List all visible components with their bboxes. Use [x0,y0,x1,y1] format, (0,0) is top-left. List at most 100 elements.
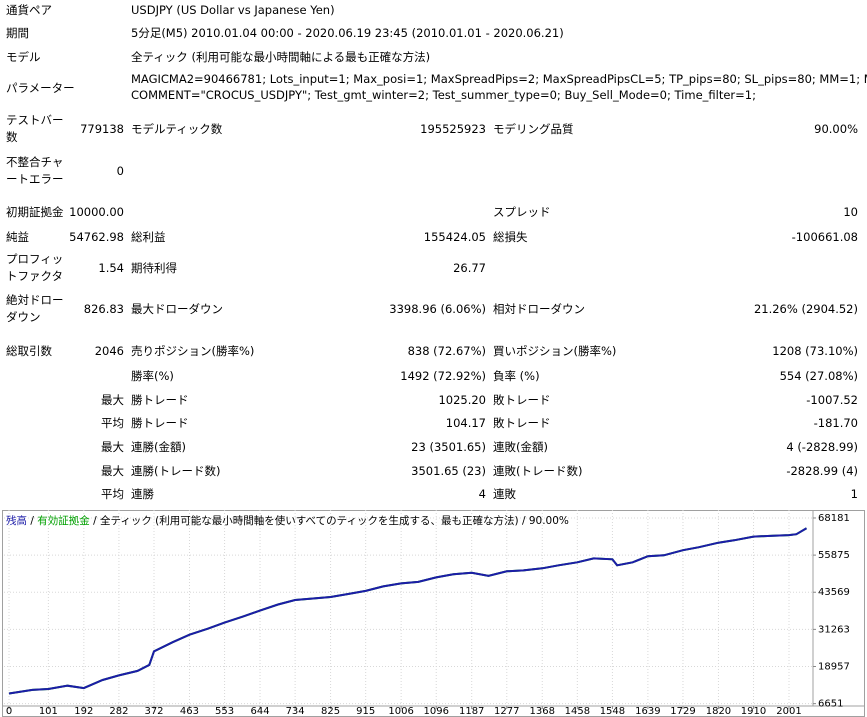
x-tick-label: 915 [356,706,375,717]
stat-value: 26.77 [453,260,486,275]
field-label: モデル [6,49,41,64]
stat-value: -100661.08 [791,229,858,244]
stat-value: 1208 (73.10%) [772,343,858,358]
x-tick-label: 734 [286,706,305,717]
field-value: COMMENT="CROCUS_USDJPY"; Test_gmt_winter… [131,88,756,102]
series-line [8,527,808,695]
stat-value: 2046 [94,343,124,358]
stat-value: 155424.05 [423,229,486,244]
stat-label: 勝トレード [131,392,189,407]
x-tick-label: 1368 [530,706,555,717]
field-value: MAGICMA2=90466781; Lots_input=1; Max_pos… [131,72,867,86]
stat-label: 買いポジション(勝率%) [493,343,617,358]
x-tick-label: 1277 [494,706,519,717]
x-tick-label: 1096 [424,706,449,717]
stat-value: 3501.65 (23) [411,463,486,478]
x-tick-label: 825 [321,706,340,717]
legend: 残高 / 有効証拠金 / 全ティック (利用可能な最小時間軸を使いすべてのティッ… [6,513,569,528]
stat-label: 純益 [6,229,29,244]
x-tick-label: 1006 [388,706,413,717]
x-tick-label: 0 [6,706,12,717]
x-tick-label: 282 [109,706,128,717]
x-tick-label: 463 [180,706,199,717]
stat-value: 1025.20 [438,392,486,407]
field-value: 5分足(M5) 2010.01.04 00:00 - 2020.06.19 23… [131,25,564,40]
stat-value: 平均 [101,415,124,430]
x-tick-label: 1548 [600,706,625,717]
stat-label: モデリング品質 [493,121,574,136]
stat-value: 554 (27.08%) [779,368,858,383]
stat-value: 最大 [101,463,124,478]
legend-entry: 残高 [6,515,27,527]
legend-separator: / [521,515,526,527]
stat-label: 敗トレード [493,415,551,430]
stat-value: -2828.99 (4) [786,463,858,478]
stat-label: 不整合チャートエラー [6,155,64,186]
x-tick-label: 1187 [459,706,484,717]
stat-label: 絶対ドローダウン [6,293,64,324]
y-tick-label: 55875 [818,550,850,561]
x-tick-label: 553 [215,706,234,717]
model-quality: 90.00% [528,515,569,527]
series-line [8,527,808,695]
y-tick-label: 18957 [818,662,850,673]
stat-value: 平均 [101,486,124,501]
stat-value: 最大 [101,392,124,407]
y-tick-label: 6651 [818,699,843,710]
x-tick-label: 1729 [670,706,695,717]
stat-label: テストバー数 [6,113,64,144]
legend-separator: / [30,515,34,527]
stat-value: 838 (72.67%) [407,343,486,358]
stat-value: 最大 [101,439,124,454]
stat-label: 敗トレード [493,392,551,407]
stat-label: プロフィットファクタ [6,252,64,283]
y-tick-label: 43569 [818,587,850,598]
stat-value: -1007.52 [806,392,858,407]
stat-label: 総損失 [493,229,528,244]
stat-label: 最大ドローダウン [131,301,223,316]
stat-label: モデルティック数 [131,121,223,136]
stat-value: 21.26% (2904.52) [753,301,858,316]
legend-separator: / [93,515,97,527]
stat-label: 売りポジション(勝率%) [131,343,255,358]
y-tick-label: 68181 [818,513,850,524]
stat-value: 23 (3501.65) [411,439,486,454]
stat-value: 1.54 [98,260,124,275]
stat-label: スプレッド [493,204,551,219]
chart-subtitle: 全ティック (利用可能な最小時間軸を使いすべてのティックを生成する、最も正確な方… [99,515,519,527]
stat-value: 195525923 [420,121,486,136]
stat-label: 連勝 [131,486,154,501]
x-tick-label: 2001 [776,706,801,717]
legend-entry: 有効証拠金 [37,515,90,527]
x-tick-label: 1910 [741,706,766,717]
stat-value: 4 [478,486,486,501]
x-tick-label: 192 [74,706,93,717]
stat-value: 3398.96 (6.06%) [389,301,486,316]
stat-value: 779138 [80,121,124,136]
stat-value: 4 (-2828.99) [786,439,858,454]
stat-label: 総取引数 [6,343,52,358]
x-tick-label: 101 [39,706,58,717]
stat-value: 90.00% [814,121,858,136]
stat-value: 10 [843,204,858,219]
y-tick-label: 31263 [818,624,850,635]
stat-value: 826.83 [83,301,124,316]
x-tick-label: 1639 [635,706,660,717]
field-label: 通貨ペア [6,2,52,17]
field-value: USDJPY (US Dollar vs Japanese Yen) [131,2,335,17]
field-label: 期間 [6,25,29,40]
stat-label: 勝トレード [131,415,189,430]
stat-label: 連敗 [493,486,516,501]
stat-value: 0 [116,163,124,178]
stat-label: 勝率(%) [131,368,174,383]
stat-label: 連敗(金額) [493,439,548,454]
stat-label: 連勝(トレード数) [131,463,221,478]
stat-label: 負率 (%) [493,368,540,383]
stat-value: 54762.98 [69,229,124,244]
stat-label: 連勝(金額) [131,439,186,454]
x-tick-label: 644 [250,706,269,717]
stat-value: 10000.00 [69,204,124,219]
stat-label: 総利益 [131,229,166,244]
x-tick-label: 1820 [706,706,731,717]
